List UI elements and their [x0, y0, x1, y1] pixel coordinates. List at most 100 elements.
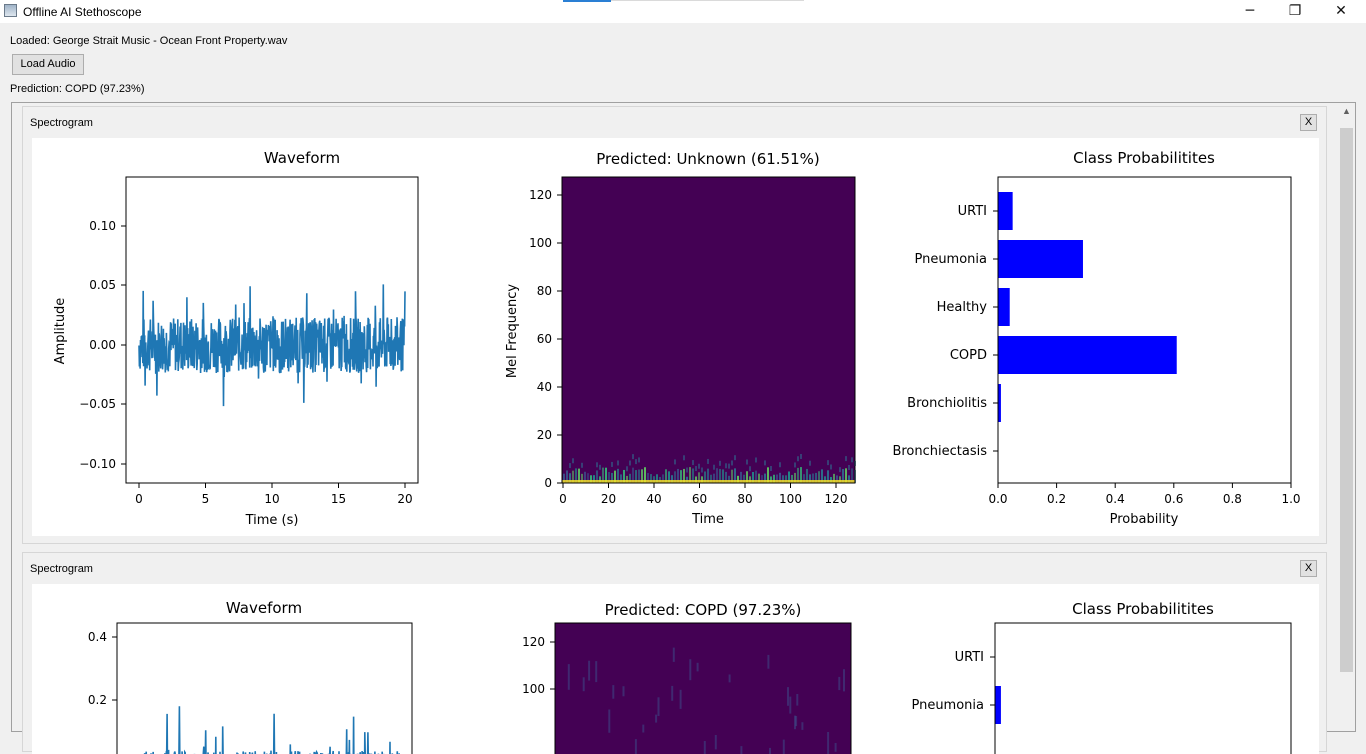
scroll-up-icon[interactable]: ▲ [1342, 106, 1351, 116]
spectrogram-cell [657, 697, 660, 716]
waveform-trace [133, 706, 401, 754]
spectrogram-cell [635, 459, 637, 465]
spectrogram-cell [746, 471, 748, 483]
xtick: 0 [559, 492, 567, 506]
spectrogram-cell [833, 473, 835, 483]
window-title: Offline AI Stethoscope [23, 5, 142, 19]
spectrogram-image [562, 177, 855, 483]
spectrogram-cell [788, 471, 790, 483]
spectrogram-cell [674, 459, 676, 465]
prediction-label: Prediction: COPD (97.23%) [10, 83, 145, 95]
spectrogram-cell [834, 743, 837, 752]
figure-1: Waveform 0.10 0.05 0.00 −0.05 −0.10 0 5 … [53, 149, 1301, 528]
spectrogram-cell [767, 467, 769, 483]
spectrogram-cell [740, 746, 743, 754]
spectrogram-cell [578, 468, 580, 483]
ytick: 60 [537, 332, 552, 346]
spectrogram-cell [674, 471, 676, 483]
spectrogram-cell [584, 471, 586, 483]
probability-bar [998, 288, 1010, 326]
spectrogram-cell [830, 476, 832, 483]
vertical-scrollbar[interactable]: ▲ [1338, 103, 1355, 724]
spectrogram-cell [695, 476, 697, 483]
spectrogram-cell [797, 456, 799, 462]
spectrogram-cell [725, 463, 727, 469]
spectrogram-cell [698, 472, 700, 483]
ytick: 0.2 [88, 693, 107, 707]
spectrogram-cell [617, 460, 619, 466]
spectrogram-cell [701, 467, 703, 473]
spectrogram-cell [848, 464, 850, 470]
xtick: 40 [646, 492, 661, 506]
spectrogram-cell [851, 468, 853, 483]
spectrogram-xlabel: Time [691, 512, 724, 527]
panel-close-button[interactable]: X [1300, 560, 1317, 577]
spectrogram-cell [713, 464, 715, 470]
app-icon [4, 4, 17, 17]
ytick: 0.4 [88, 630, 107, 644]
maximize-button[interactable]: ❐ [1288, 3, 1302, 19]
spectrogram-cell [851, 457, 853, 463]
probability-categories: URTI Pneumonia Healthy COPD Bronchioliti… [892, 204, 998, 459]
spectrogram-cell [608, 709, 611, 733]
spectrogram-cell [796, 694, 799, 706]
ytick: 120 [529, 188, 552, 202]
spectrogram-cell [827, 732, 830, 754]
xtick: 0 [135, 492, 143, 506]
spectrogram-cell [707, 468, 709, 483]
panel-title: Spectrogram [30, 117, 93, 129]
probabilities-title: Class Probabilitites [1072, 600, 1214, 618]
close-window-button[interactable]: ✕ [1335, 3, 1347, 19]
scrollbar-thumb[interactable] [1340, 128, 1353, 672]
spectrogram-cell [608, 472, 610, 483]
spectrogram-cell [698, 463, 700, 469]
spectrogram-cell [635, 470, 637, 483]
xtick: 1.0 [1281, 492, 1300, 506]
panel-close-button[interactable]: X [1300, 114, 1317, 131]
waveform-axes [116, 622, 413, 754]
spectrogram-cell [703, 741, 706, 754]
spectrogram-cell [836, 475, 838, 483]
spectrogram-cell [572, 470, 574, 483]
spectrogram-cell [821, 469, 823, 483]
ytick: 0.10 [89, 219, 116, 233]
xtick: 0.2 [1047, 492, 1066, 506]
probability-bar [998, 384, 1001, 422]
spectrogram-title: Predicted: Unknown (61.51%) [596, 150, 820, 168]
spectrogram-cell [581, 473, 583, 483]
spectrogram-energy [562, 453, 856, 483]
waveform-xlabel: Time (s) [245, 513, 299, 528]
probability-bar [998, 192, 1013, 230]
load-audio-button[interactable]: Load Audio [12, 54, 84, 75]
spectrogram-cell [617, 468, 619, 483]
spectrogram-cell [809, 474, 811, 483]
xtick: 120 [825, 492, 848, 506]
spectrogram-cell [671, 475, 673, 483]
xtick: 20 [601, 492, 616, 506]
spectrogram-cell [713, 473, 715, 483]
xtick: 5 [202, 492, 210, 506]
spectrogram-cell [659, 476, 661, 483]
spectrogram-cell [722, 469, 724, 483]
spectrogram-cell [632, 454, 634, 460]
spectrogram-cell [689, 467, 691, 483]
spectrogram-cell [641, 469, 643, 483]
loaded-file-label: Loaded: George Strait Music - Ocean Fron… [10, 35, 288, 47]
spectrogram-cell [737, 475, 739, 483]
spectrogram-cell [679, 689, 682, 709]
spectrogram-cell [770, 466, 772, 472]
spectrogram-cell [779, 462, 781, 468]
spectrogram-cell [731, 460, 733, 466]
spectrogram-cell [701, 476, 703, 483]
spectrogram-cell [782, 739, 785, 754]
ytick: 0.05 [89, 278, 116, 292]
xtick: 0.6 [1164, 492, 1183, 506]
ytick: −0.05 [79, 397, 116, 411]
minimize-button[interactable]: ─ [1245, 3, 1255, 19]
spectrogram-cell [638, 469, 640, 483]
spectrogram-cell [794, 462, 796, 468]
spectrogram-cell [782, 475, 784, 483]
spectrogram-cell [665, 469, 667, 483]
spectrogram-cell [749, 466, 751, 472]
spectrogram-cell [812, 473, 814, 483]
